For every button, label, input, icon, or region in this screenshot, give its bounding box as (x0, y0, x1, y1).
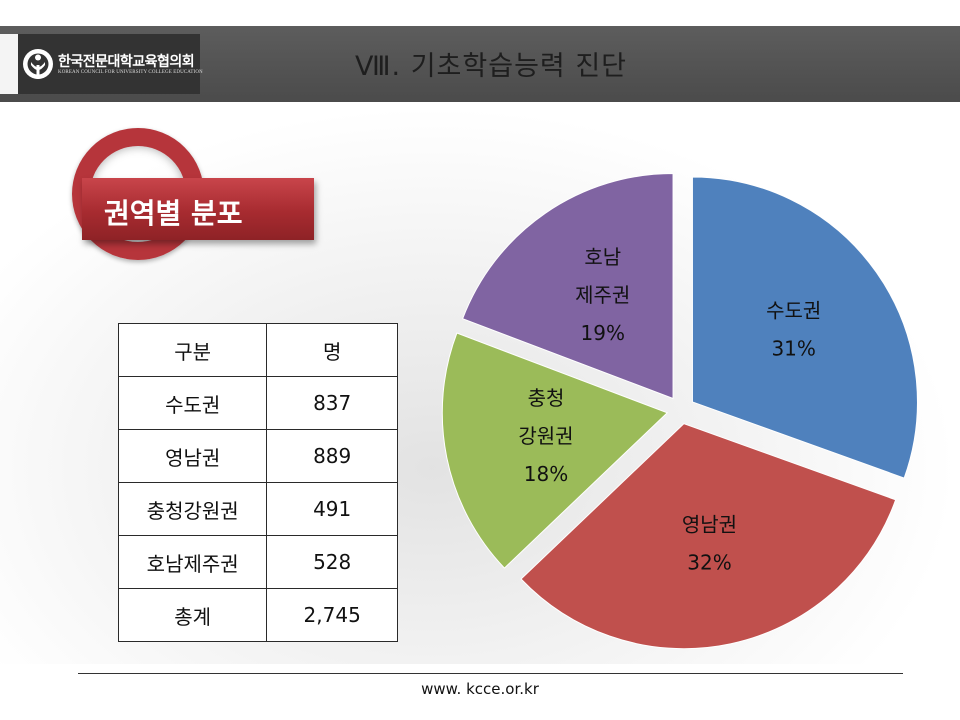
slice-category-label: 충청 (528, 386, 565, 410)
slice-category-label: 영남권 (682, 512, 737, 536)
table-cell-region: 영남권 (117, 429, 268, 483)
slice-percent-label: 32% (687, 550, 731, 574)
table-total-label: 총계 (117, 588, 268, 642)
table-cell-count: 491 (266, 482, 398, 536)
table-header-row: 구분 명 (117, 323, 398, 377)
slice-percent-label: 31% (771, 336, 815, 360)
table-header-count: 명 (266, 323, 398, 377)
section-label-text: 권역별 분포 (104, 197, 243, 230)
table-row: 호남제주권 528 (117, 535, 398, 589)
org-logo[interactable]: 한국전문대학교육협의회 KOREAN COUNCIL FOR UNIVERSIT… (18, 34, 203, 94)
table-cell-count: 889 (266, 429, 398, 483)
slice-yeongnam (520, 423, 897, 650)
section-label: 권역별 분포 (82, 178, 314, 240)
table-row: 충청강원권 491 (117, 482, 398, 536)
footer-divider (78, 673, 903, 674)
table-row: 수도권 837 (117, 376, 398, 430)
kcce-logo-icon (23, 49, 53, 79)
table-cell-region: 수도권 (117, 376, 268, 430)
page-title: Ⅷ. 기초학습능력 진단 (355, 51, 628, 82)
slice-category-label: 제주권 (575, 283, 630, 307)
slice-percent-label: 18% (524, 462, 568, 486)
table-cell-region: 호남제주권 (117, 535, 268, 589)
table-row: 영남권 889 (117, 429, 398, 483)
table-cell-region: 충청강원권 (117, 482, 268, 536)
footer-url: www. kcce.or.kr (421, 680, 539, 698)
table-total-row: 총계 2,745 (117, 588, 398, 642)
org-name: 한국전문대학교육협의회 (58, 54, 195, 70)
slice-category-label: 강원권 (518, 424, 573, 448)
region-table: 구분 명 수도권 837 영남권 889 충청강원권 491 호남제주권 528… (117, 323, 398, 642)
table-cell-count: 837 (266, 376, 398, 430)
table-total-count: 2,745 (266, 588, 398, 642)
slice-category-label: 호남 (584, 245, 621, 269)
org-name-english: KOREAN COUNCIL FOR UNIVERSITY COLLEGE ED… (58, 70, 203, 75)
slice-honam (462, 172, 674, 400)
table-header-region: 구분 (117, 323, 268, 377)
slice-chungcheong (441, 332, 669, 569)
slice-sudogwon (691, 176, 918, 479)
slice-category-label: 수도권 (766, 298, 821, 322)
slice-percent-label: 19% (581, 321, 625, 345)
header-strip (0, 34, 18, 94)
